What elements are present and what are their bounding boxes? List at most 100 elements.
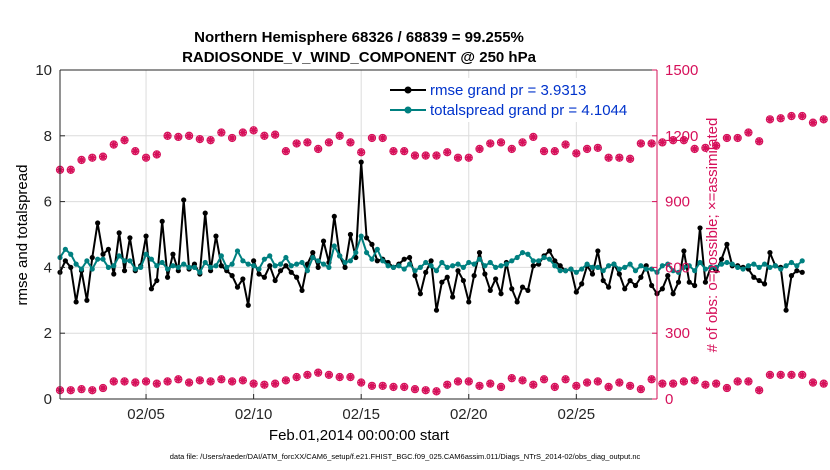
totalspread-point [100, 256, 106, 262]
obs-assimilated-marker [637, 139, 645, 148]
obs-assimilated-marker [508, 374, 516, 382]
rmse-point [251, 258, 257, 264]
rmse-point [89, 254, 95, 261]
obs-assimilated-marker [755, 386, 763, 394]
rmse-point [460, 277, 466, 284]
totalspread-point [78, 266, 85, 272]
rmse-point [143, 233, 149, 239]
obs-assimilated-marker [120, 136, 129, 144]
rmse-point [423, 269, 429, 275]
totalspread-point [197, 269, 203, 275]
totalspread-point [170, 263, 176, 269]
obs-assimilated-marker [325, 138, 333, 146]
obs-assimilated-marker [88, 154, 96, 162]
totalspread-point [788, 259, 795, 266]
totalspread-point [616, 266, 622, 272]
totalspread-point [778, 266, 784, 272]
obs-assimilated-marker [153, 150, 161, 159]
rmse-point [767, 249, 773, 256]
rmse-point [148, 286, 155, 292]
totalspread-point [713, 264, 719, 270]
obs-assimilated-marker [110, 377, 118, 386]
obs-assimilated-marker [701, 144, 710, 152]
totalspread-point [514, 254, 520, 261]
obs-assimilated-marker [99, 153, 107, 161]
obs-assimilated-marker [734, 134, 742, 142]
rmse-point [487, 287, 493, 294]
obs-assimilated-marker [809, 378, 817, 387]
rmse-point [649, 282, 655, 289]
totalspread-point [68, 251, 74, 257]
obs-assimilated-marker [486, 139, 494, 148]
obs-assimilated-marker [658, 138, 666, 146]
totalspread-point [735, 264, 741, 270]
totalspread-point [234, 248, 241, 254]
y-left-tick-label: 4 [44, 259, 52, 276]
rmse-point [213, 233, 219, 239]
totalspread-point [562, 268, 569, 274]
totalspread-point [600, 268, 606, 274]
obs-assimilated-marker [572, 382, 580, 390]
totalspread-point [530, 258, 536, 264]
totalspread-point [718, 261, 725, 267]
obs-assimilated-marker [228, 377, 236, 386]
obs-assimilated-marker [250, 380, 258, 388]
totalspread-point [799, 258, 805, 264]
totalspread-point [154, 263, 160, 269]
y-axis-left-label: rmse and totalspread [14, 165, 31, 306]
obs-assimilated-marker [561, 140, 570, 149]
obs-assimilated-marker [196, 135, 204, 143]
totalspread-point [186, 264, 192, 270]
totalspread-point [342, 259, 348, 266]
obs-assimilated-marker [303, 371, 312, 379]
rmse-point [105, 246, 112, 252]
obs-assimilated-marker [723, 134, 731, 142]
obs-assimilated-marker [142, 377, 150, 386]
totalspread-point [611, 261, 617, 267]
rmse-point [530, 263, 536, 269]
rmse-point [573, 289, 579, 295]
obs-assimilated-marker [787, 112, 796, 120]
totalspread-point [374, 246, 380, 252]
rmse-point [342, 264, 348, 270]
obs-assimilated-marker [680, 377, 688, 386]
rmse-point [320, 238, 327, 244]
obs-assimilated-marker [529, 381, 537, 389]
obs-assimilated-marker [691, 376, 699, 384]
obs-assimilated-marker [626, 382, 634, 390]
totalspread-point [95, 256, 101, 262]
totalspread-point [460, 264, 466, 270]
chart-title-line2: RADIOSONDE_V_WIND_COMPONENT @ 250 hPa [182, 49, 537, 66]
totalspread-point [670, 268, 676, 274]
totalspread-point [159, 259, 165, 266]
totalspread-point [277, 261, 284, 267]
totalspread-point [751, 261, 757, 267]
rmse-point [788, 273, 795, 279]
obs-assimilated-marker [798, 371, 806, 379]
totalspread-point [745, 263, 752, 269]
rmse-point [433, 307, 440, 313]
rmse-point [514, 299, 520, 305]
obs-assimilated-marker [465, 377, 473, 386]
y-axis-right-label: # of obs: o=possible; ×=assimilated [704, 118, 721, 353]
totalspread-point [450, 263, 456, 269]
obs-count-series-obs_possible_00Z [55, 111, 828, 174]
obs-assimilated-marker [239, 128, 247, 137]
obs-assimilated-marker [734, 377, 742, 386]
rmse-point [600, 277, 606, 284]
totalspread-point [643, 266, 649, 272]
totalspread-point [224, 264, 230, 270]
rmse-point [455, 268, 461, 274]
obs-assimilated-marker [658, 380, 666, 388]
obs-assimilated-marker [744, 128, 753, 137]
obs-assimilated-marker [777, 114, 785, 122]
totalspread-point [111, 263, 117, 269]
obs-assimilated-marker [422, 386, 430, 394]
rmse-point [799, 269, 805, 275]
rmse-point [288, 269, 294, 275]
totalspread-point [471, 261, 477, 267]
rmse-point [202, 210, 208, 216]
obs-assimilated-marker [120, 377, 129, 386]
totalspread-point [84, 258, 90, 264]
